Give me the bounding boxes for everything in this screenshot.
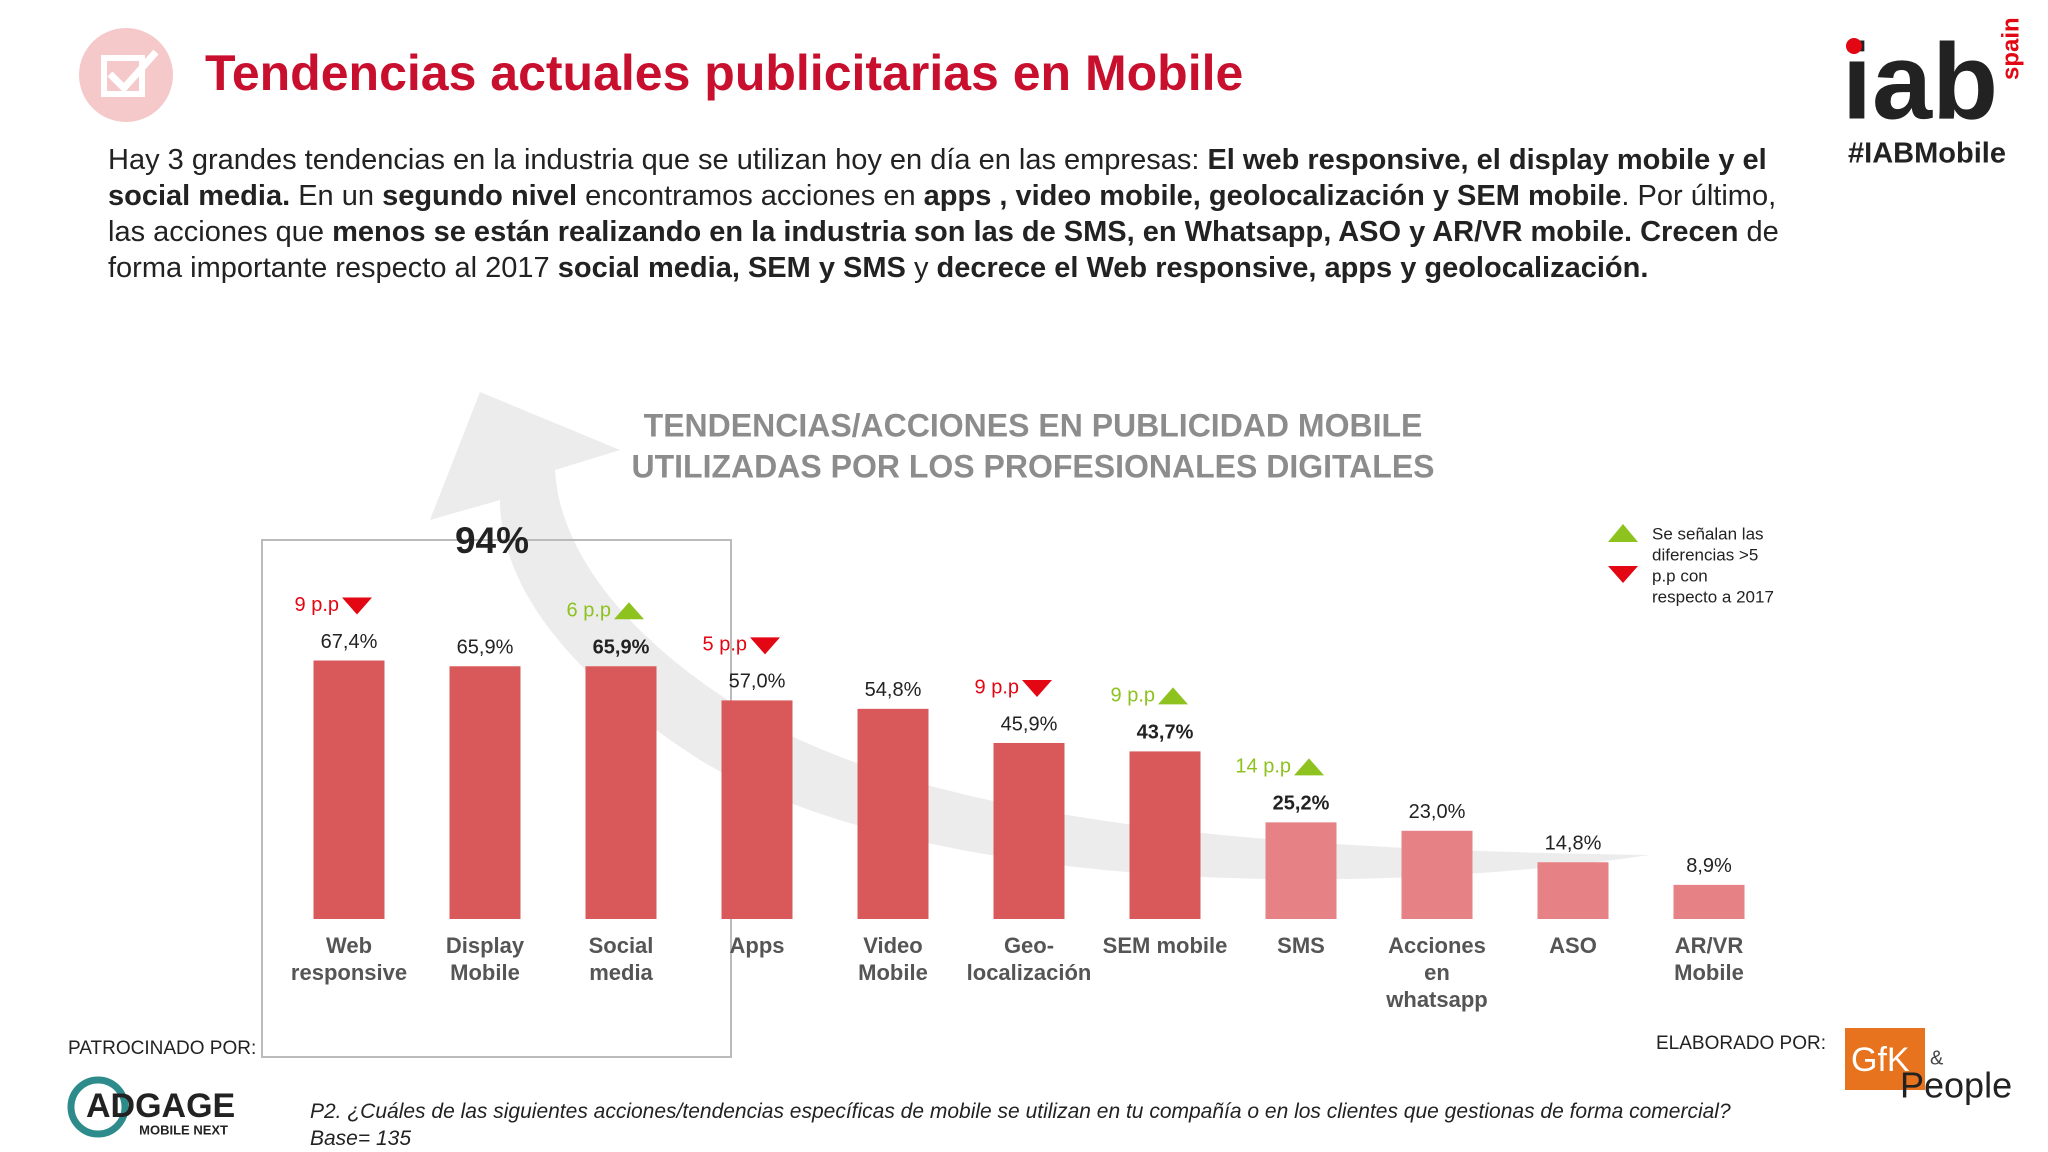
value-label: 23,0%: [1409, 801, 1466, 823]
intro-segment: [1632, 216, 1640, 248]
change-label: 5 p.p: [703, 634, 747, 656]
legend-note: Se señalan las: [1652, 524, 1764, 543]
bar: [721, 700, 793, 919]
intro-segment: Crecen: [1640, 216, 1739, 248]
x-tick-label: Web responsive: [290, 933, 408, 985]
x-tick-label: Geo-localización: [966, 933, 1092, 985]
intro-segment: En un: [290, 180, 383, 212]
bar: [857, 708, 929, 919]
bar: [1537, 862, 1609, 919]
author-name1: GfK: [1851, 1041, 1910, 1079]
intro-segment: El web responsive, el display mobile y e…: [108, 144, 1767, 212]
value-label: 57,0%: [729, 671, 786, 693]
author-amp: &: [1930, 1047, 1944, 1069]
author-logo-bg: [1845, 1028, 1925, 1090]
x-tick-label: Apps: [729, 933, 785, 958]
intro-segment: de forma importante respecto al 2017: [108, 216, 1779, 284]
author-name2: People: [1900, 1065, 2012, 1106]
intro-segment: . Por último, las acciones que: [108, 180, 1777, 248]
base: Base= 135: [310, 1127, 412, 1150]
intro-segment: segundo nivel: [382, 180, 578, 212]
intro-segment: decrece el Web responsive, apps y geoloc…: [936, 252, 1649, 284]
legend-note: diferencias >5: [1652, 545, 1758, 564]
value-label: 8,9%: [1686, 855, 1732, 877]
logo-region: spain: [1997, 17, 2024, 80]
intro-segment: apps , video mobile, geolocalización y S…: [923, 180, 1622, 212]
bar: [313, 660, 385, 919]
question: P2. ¿Cuáles de las siguientes acciones/t…: [310, 1100, 1731, 1123]
change-arrow: [1158, 687, 1188, 705]
value-label: 65,9%: [457, 637, 514, 659]
legend-note: p.p con: [1652, 566, 1708, 585]
bar: [1673, 884, 1745, 919]
logo-brand: iab: [1842, 21, 1998, 142]
author-label: ELABORADO POR:: [1656, 1033, 1826, 1054]
bar: [1401, 830, 1473, 919]
value-label: 54,8%: [865, 679, 922, 701]
change-arrow: [750, 637, 780, 655]
intro-segment: y: [905, 252, 937, 284]
intro-text: Hay 3 grandes tendencias en la industria…: [108, 142, 1808, 286]
legend-up: [1608, 524, 1638, 542]
change-arrow: [1294, 758, 1324, 776]
highlight-label: 94%: [455, 520, 529, 561]
change-arrow: [342, 597, 372, 615]
sponsor-tagline: MOBILE NEXT: [139, 1122, 228, 1137]
x-tick-label: Acciones en whatsapp: [1386, 933, 1488, 1012]
legend-note: respecto a 2017: [1652, 587, 1774, 606]
change-label: 9 p.p: [295, 594, 339, 616]
x-tick-label: ASO: [1549, 933, 1597, 958]
value-label: 43,7%: [1137, 722, 1194, 744]
header-icon-check: [107, 49, 159, 94]
x-tick-label: SEM mobile: [1102, 933, 1228, 958]
intro-segment: Hay 3 grandes tendencias en la industria…: [108, 144, 1208, 176]
logo-hashtag: #IABMobile: [1848, 138, 2006, 170]
change-arrow: [614, 602, 644, 620]
change-label: 9 p.p: [1111, 685, 1155, 707]
header-icon-box: [101, 55, 145, 97]
intro-segment: encontramos acciones en: [577, 180, 924, 212]
sponsor-logo-ring: [67, 1076, 129, 1138]
value-label: 65,9%: [593, 637, 650, 659]
change-label: 14 p.p: [1235, 756, 1291, 778]
slide-title: Tendencias actuales publicitarias en Mob…: [205, 45, 1244, 101]
x-tick-label: Display Mobile: [445, 933, 525, 985]
x-tick-label: SMS: [1277, 933, 1325, 958]
chart-title: TENDENCIAS/ACCIONES EN PUBLICIDAD MOBILE: [644, 407, 1423, 443]
x-tick-label: AR/VR Mobile: [1674, 933, 1744, 985]
bar: [585, 666, 657, 919]
header-icon: [79, 28, 173, 122]
chart-title: UTILIZADAS POR LOS PROFESIONALES DIGITAL…: [632, 448, 1435, 484]
value-label: 14,8%: [1545, 833, 1602, 855]
value-label: 25,2%: [1273, 793, 1330, 815]
bar: [449, 666, 521, 919]
footnote: P2. ¿Cuáles de las siguientes acciones/t…: [310, 1098, 1731, 1152]
legend-down: [1608, 566, 1638, 583]
intro-segment: menos se están realizando en la industri…: [332, 216, 1633, 248]
x-tick-label: Social media: [588, 933, 654, 985]
bar: [993, 742, 1065, 919]
sponsor-label: PATROCINADO POR:: [68, 1038, 256, 1059]
x-tick-label: Video Mobile: [858, 933, 928, 985]
value-label: 67,4%: [321, 631, 378, 653]
bar: [1265, 822, 1337, 919]
bar: [1129, 751, 1201, 919]
logo-dot: [1846, 38, 1862, 54]
value-label: 45,9%: [1001, 713, 1058, 735]
change-label: 6 p.p: [567, 600, 611, 622]
sponsor-name: ADGAGE: [86, 1087, 235, 1125]
change-arrow: [1022, 679, 1052, 697]
change-label: 9 p.p: [975, 676, 1019, 698]
intro-segment: social media, SEM y SMS: [557, 252, 906, 284]
